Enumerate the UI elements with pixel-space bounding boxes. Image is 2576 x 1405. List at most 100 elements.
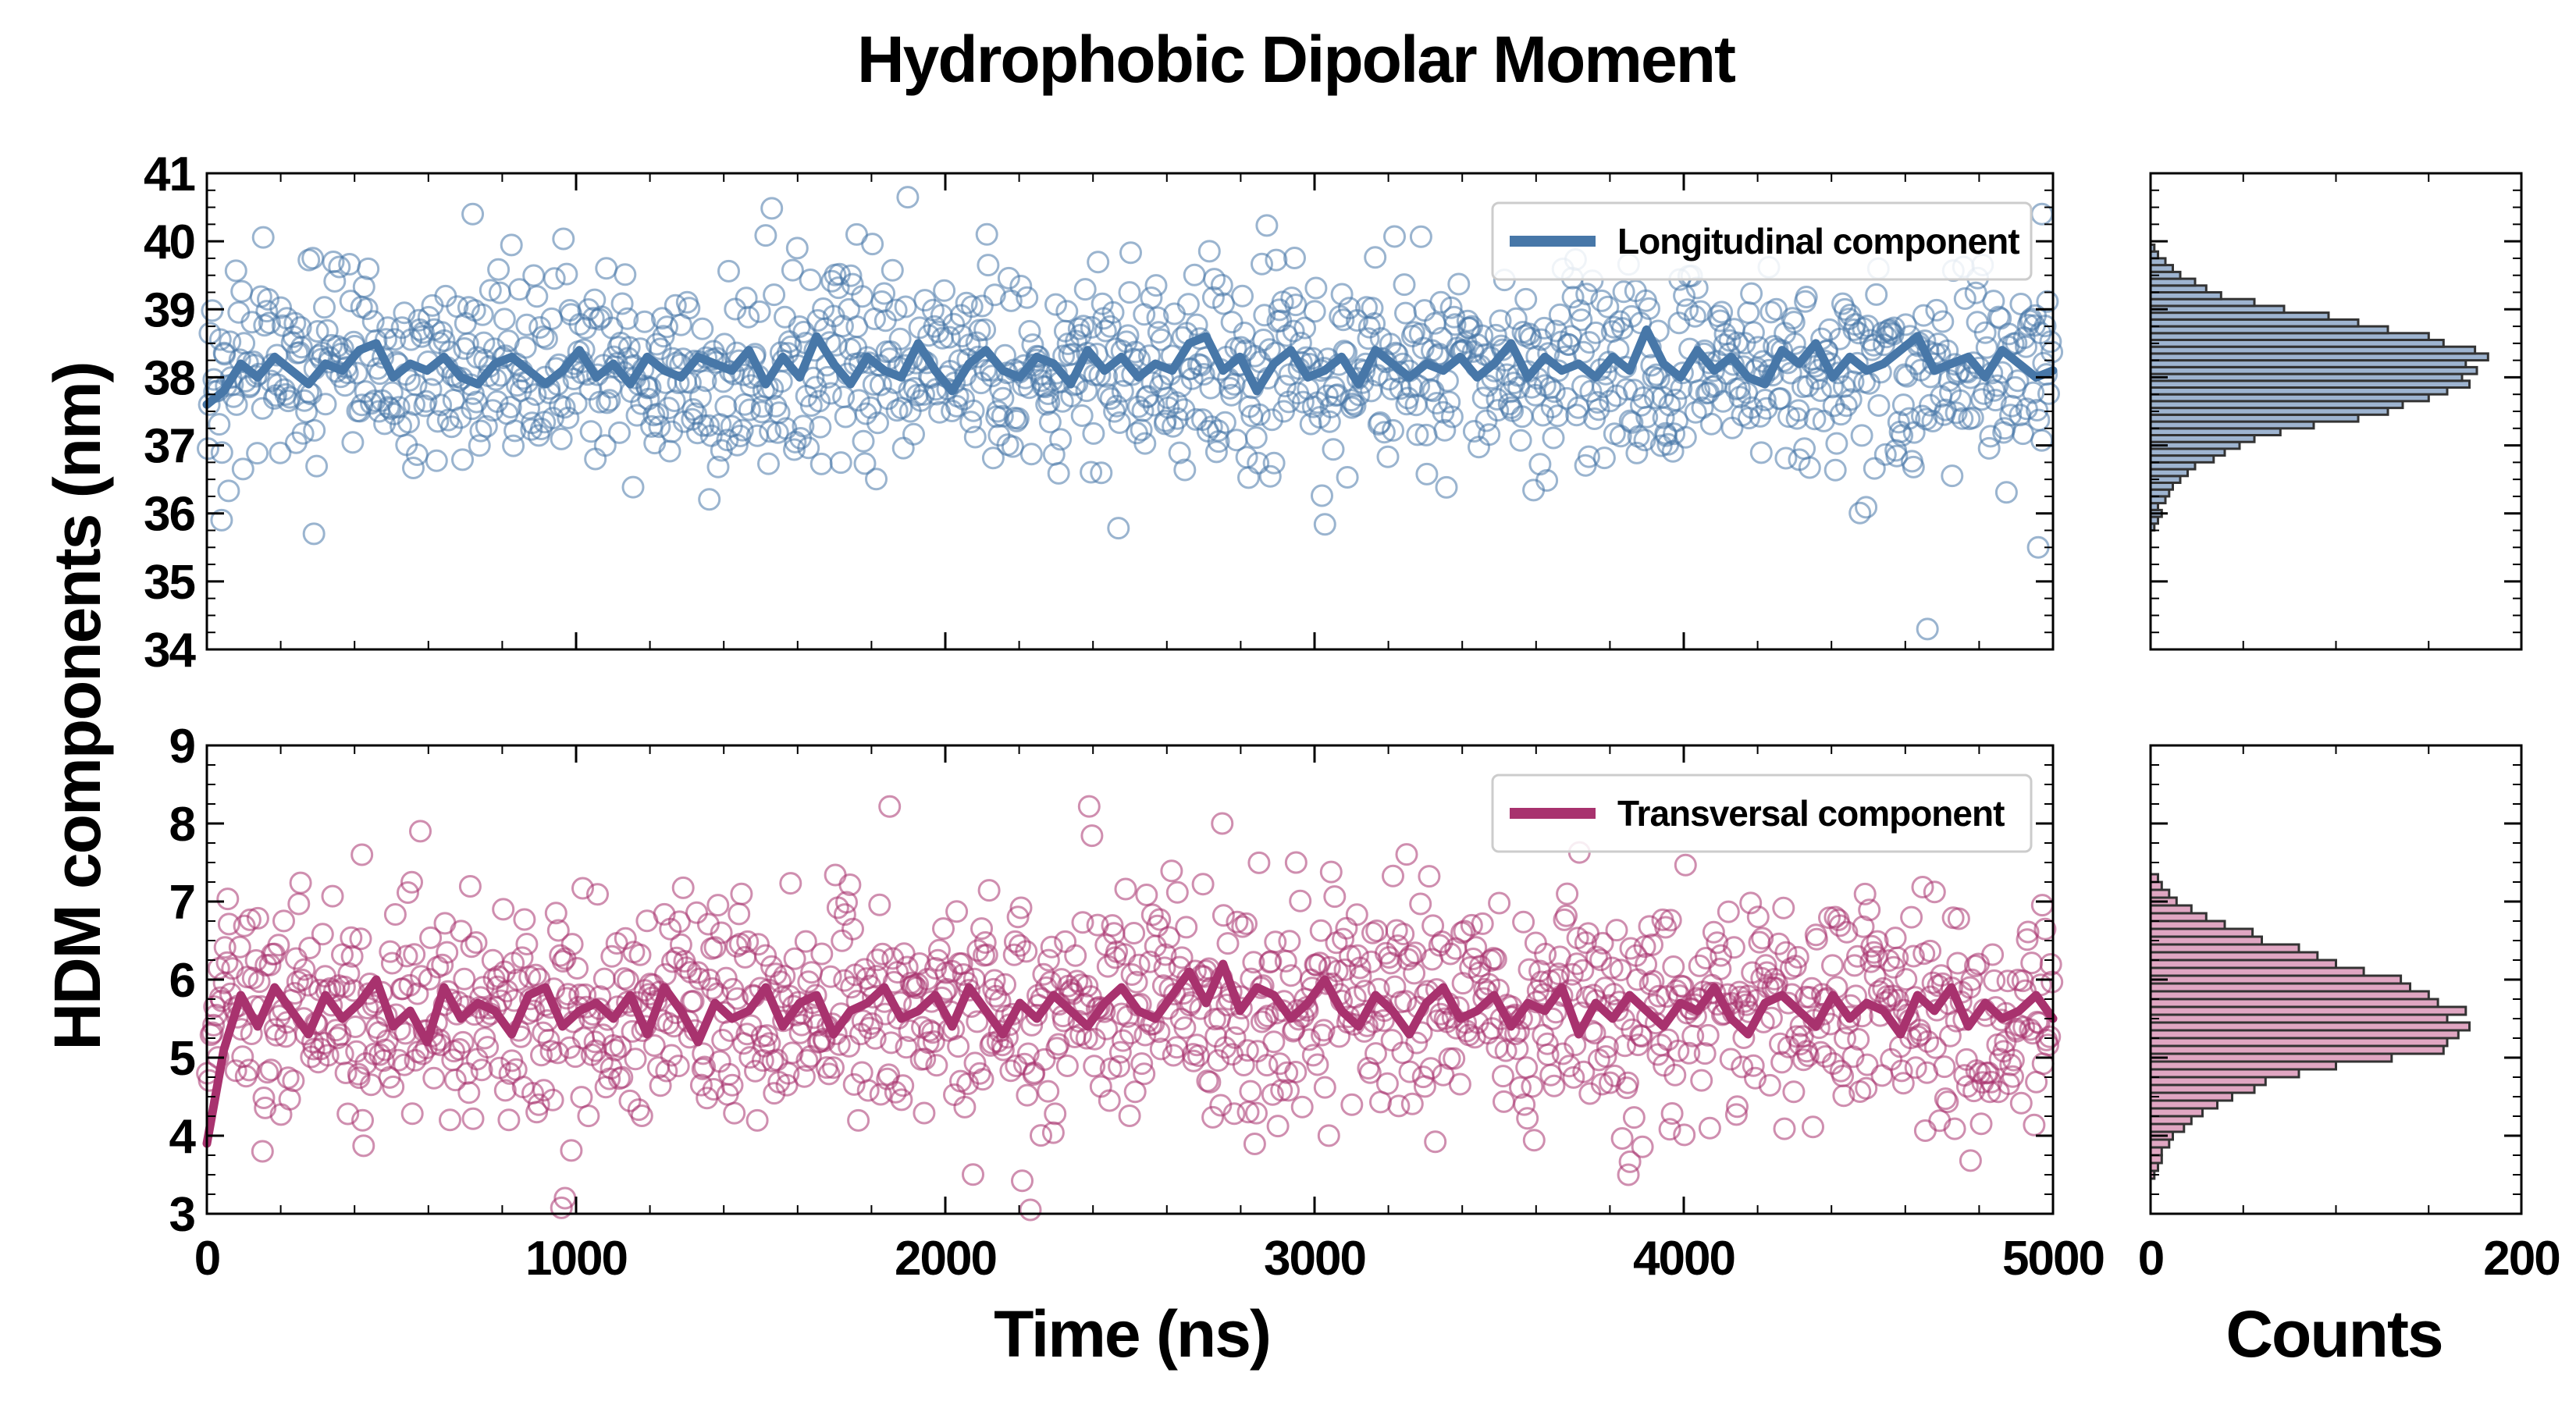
scatter-point xyxy=(1408,322,1432,346)
scatter-point xyxy=(628,943,652,966)
scatter-point xyxy=(1702,920,1725,944)
scatter-point xyxy=(1796,1044,1820,1067)
scatter-point xyxy=(546,1041,570,1065)
scatter-point xyxy=(514,336,537,359)
scatter-point xyxy=(469,419,493,443)
scatter-point xyxy=(311,923,334,946)
scatter-outlier-point xyxy=(1916,617,1939,641)
scatter-point xyxy=(1247,451,1270,475)
scatter-point xyxy=(896,186,920,209)
scatter-point xyxy=(1261,408,1283,432)
scatter-outlier-point xyxy=(461,202,485,226)
scatter-point xyxy=(283,311,307,335)
scatter-point xyxy=(1135,884,1158,906)
scatter-point xyxy=(863,1026,887,1050)
scatter-point xyxy=(1015,940,1038,963)
scatter-point xyxy=(927,938,951,962)
scatter-point xyxy=(1902,944,1925,968)
scatter-point xyxy=(706,894,730,917)
scatter-point xyxy=(479,279,502,302)
scatter-point xyxy=(1933,1055,1956,1079)
scatter-point xyxy=(564,1045,587,1069)
scatter-point xyxy=(252,1087,276,1109)
scatter-point xyxy=(1291,390,1315,414)
scatter-point xyxy=(997,266,1020,290)
scatter-point xyxy=(1231,915,1254,938)
x-tick-label: 5000 xyxy=(2002,1232,2104,1286)
scatter-point xyxy=(678,297,701,320)
scatter-point xyxy=(1560,962,1584,986)
scatter-point xyxy=(497,1108,521,1132)
scatter-point xyxy=(871,942,894,966)
scatter-point xyxy=(1565,952,1589,976)
scatter-point xyxy=(1076,341,1099,365)
scatter-point xyxy=(1325,959,1349,983)
scatter-point xyxy=(303,418,326,442)
scatter-point xyxy=(792,414,815,438)
scatter-point xyxy=(890,1088,913,1112)
scatter-point xyxy=(305,454,329,478)
scatter-point xyxy=(2037,382,2060,405)
scatter-point xyxy=(278,1087,301,1111)
scatter-point xyxy=(588,390,611,414)
scatter-point xyxy=(1099,1057,1123,1080)
scatter-point xyxy=(1947,907,1970,930)
scatter-point xyxy=(895,1036,918,1059)
scatter-point xyxy=(1407,375,1431,397)
scatter-point xyxy=(1913,1119,1937,1142)
scatter-point xyxy=(945,900,969,923)
scatter-point xyxy=(593,434,617,457)
scatter-point xyxy=(213,936,237,959)
scatter-point xyxy=(1619,937,1642,960)
scatter-point xyxy=(1599,1071,1621,1094)
scatter-point xyxy=(688,386,712,409)
scatter-point xyxy=(1274,949,1297,973)
scatter-point xyxy=(1902,455,1925,478)
scatter-point xyxy=(747,933,770,956)
scatter-point xyxy=(1590,289,1614,312)
histogram-bars xyxy=(2149,244,2489,532)
scatter-point xyxy=(1008,934,1031,957)
scatter-point xyxy=(824,863,847,887)
scatter-point xyxy=(1600,956,1624,980)
scatter-point xyxy=(1909,1023,1932,1046)
scatter-point xyxy=(689,1073,713,1097)
scatter-point xyxy=(1843,954,1866,977)
scatter-point xyxy=(1612,280,1635,304)
scatter-point xyxy=(792,320,816,343)
scatter-point xyxy=(953,1095,977,1119)
scatter-point xyxy=(738,398,761,422)
scatter-point xyxy=(473,1026,496,1050)
scatter-point xyxy=(406,982,429,1005)
scatter-point xyxy=(1683,304,1706,328)
scatter-point xyxy=(1684,400,1707,424)
scatter-point xyxy=(1133,432,1157,455)
scatter-point xyxy=(451,1030,475,1054)
scatter-point xyxy=(1282,319,1305,343)
scatter-point xyxy=(347,1066,371,1090)
scatter-point xyxy=(959,411,983,434)
scatter-point xyxy=(1542,1074,1566,1097)
scatter-point xyxy=(974,358,997,382)
scatter-point xyxy=(1409,225,1432,248)
scatter-point xyxy=(493,1079,517,1102)
scatter-point xyxy=(1035,393,1059,416)
scatter-point xyxy=(387,1048,410,1072)
scatter-point xyxy=(970,917,993,941)
scatter-point xyxy=(1212,292,1235,315)
scatter-point xyxy=(2036,290,2059,313)
scatter-point xyxy=(1891,1072,1915,1095)
scatter-point xyxy=(1996,969,2019,993)
scatter-point xyxy=(614,927,637,950)
scatter-point xyxy=(1262,451,1286,475)
scatter-point xyxy=(1182,1049,1205,1072)
scatter-point xyxy=(1364,1042,1387,1065)
scatter-point xyxy=(579,420,603,443)
scatter-point xyxy=(1073,278,1097,301)
scatter-point xyxy=(693,1055,717,1079)
scatter-point xyxy=(1133,1023,1157,1047)
scatter-point xyxy=(852,429,875,453)
scatter-point xyxy=(738,1046,762,1069)
scatter-point xyxy=(653,902,676,926)
scatter-point xyxy=(808,389,831,413)
